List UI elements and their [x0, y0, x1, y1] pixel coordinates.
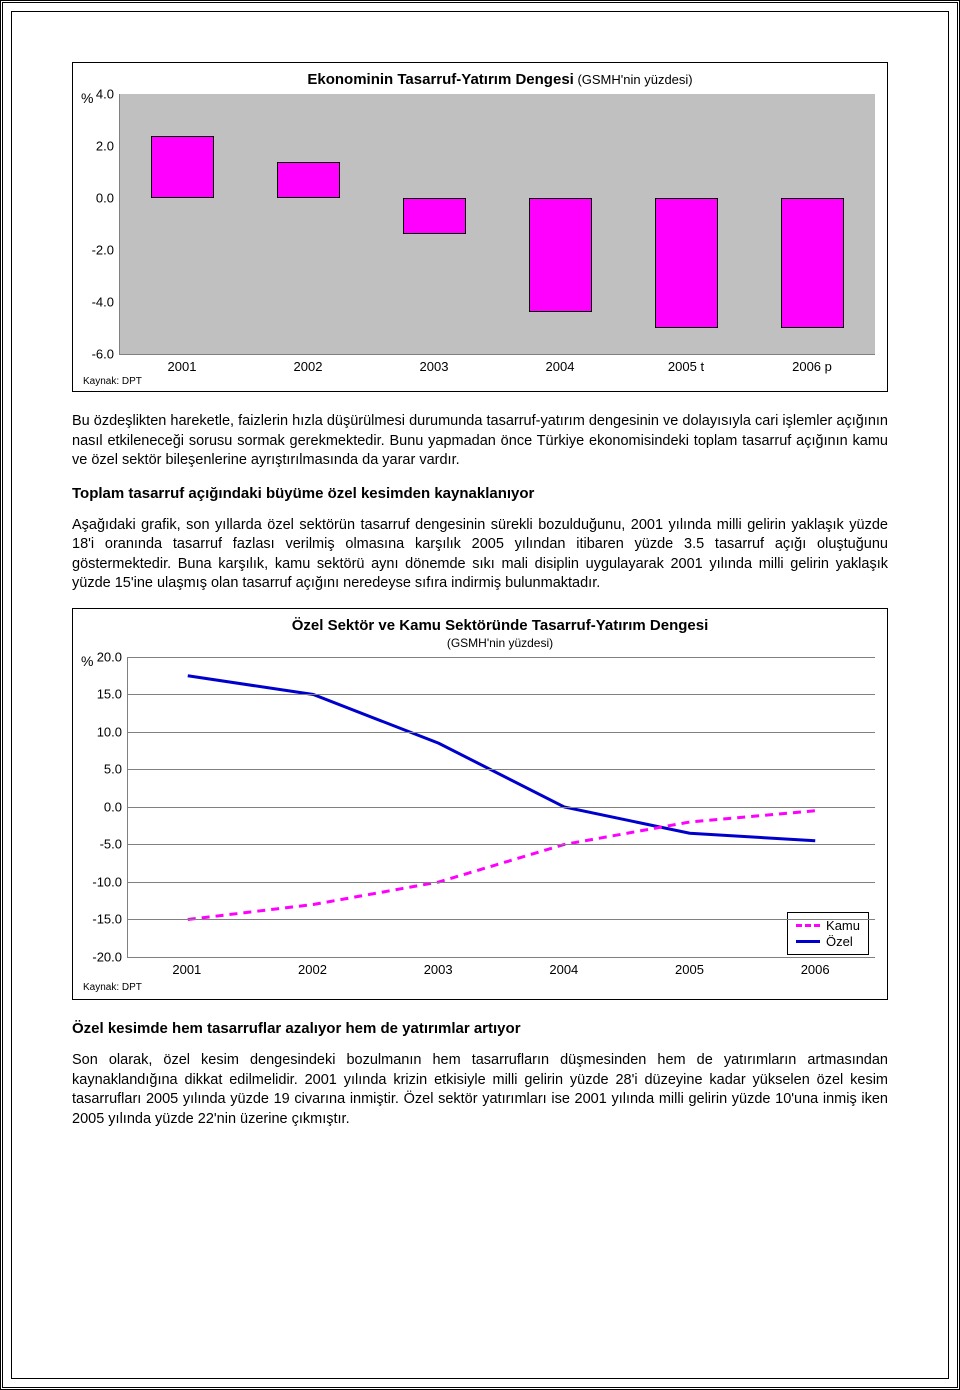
chart2-x-tick-label: 2003	[424, 962, 453, 977]
chart2-x-tick-label: 2005	[675, 962, 704, 977]
chart1-y-tick-label: -4.0	[92, 295, 114, 310]
chart2-series-ozel	[188, 676, 815, 841]
chart2-x-tick-label: 2001	[172, 962, 201, 977]
chart2-y-tick-label: 0.0	[104, 799, 122, 814]
chart1-bar	[403, 198, 466, 234]
chart1-percent-symbol: %	[81, 90, 93, 106]
chart2-gridline	[128, 694, 875, 695]
chart1-title-normal: (GSMH'nin yüzdesi)	[574, 72, 693, 87]
chart2-legend-row-ozel: Özel	[796, 934, 860, 949]
chart2-x-tick-label: 2004	[549, 962, 578, 977]
page-frame-inner: Ekonominin Tasarruf-Yatırım Dengesi (GSM…	[11, 11, 949, 1379]
chart2-y-tick-label: 5.0	[104, 762, 122, 777]
chart2-y-tick-label: -15.0	[92, 912, 122, 927]
chart2-gridline	[128, 769, 875, 770]
chart2-legend-label: Özel	[826, 934, 853, 949]
chart1-title: Ekonominin Tasarruf-Yatırım Dengesi (GSM…	[79, 71, 881, 88]
chart1-x-tick-label: 2001	[119, 359, 245, 374]
chart2-percent-symbol: %	[81, 653, 93, 669]
chart2-x-tick-label: 2002	[298, 962, 327, 977]
chart1-title-bold: Ekonominin Tasarruf-Yatırım Dengesi	[307, 71, 573, 88]
chart2-gridline	[128, 657, 875, 658]
chart2-x-labels: 2001 2002 2003 2004 2005 2006	[127, 962, 875, 980]
chart1-x-tick-label: 2002	[245, 359, 371, 374]
chart1-x-tick-label: 2003	[371, 359, 497, 374]
chart2-gridline	[128, 844, 875, 845]
chart2-gridline	[128, 919, 875, 920]
chart1-x-tick-label: 2005 t	[623, 359, 749, 374]
chart2-y-tick-label: -10.0	[92, 874, 122, 889]
chart1-plot-wrap: % 4.02.00.0-2.0-4.0-6.0 2001200220032004…	[119, 94, 875, 374]
chart1-x-tick-label: 2004	[497, 359, 623, 374]
chart1-y-tick-label: 2.0	[96, 139, 114, 154]
chart1-bar	[151, 136, 214, 198]
chart2-y-tick-label: 15.0	[97, 687, 122, 702]
chart2-y-tick-label: 20.0	[97, 649, 122, 664]
section-heading-1: Toplam tasarruf açığındaki büyüme özel k…	[72, 485, 888, 502]
chart1-plot-area: 4.02.00.0-2.0-4.0-6.0	[119, 94, 875, 355]
chart2-legend: KamuÖzel	[787, 912, 869, 955]
chart2-title-bold: Özel Sektör ve Kamu Sektöründe Tasarruf-…	[292, 617, 709, 634]
chart-savings-investment-balance: Ekonominin Tasarruf-Yatırım Dengesi (GSM…	[72, 62, 888, 392]
chart1-y-tick-label: 4.0	[96, 87, 114, 102]
chart2-legend-swatch	[796, 940, 820, 943]
chart2-gridline	[128, 882, 875, 883]
chart1-y-tick-label: 0.0	[96, 191, 114, 206]
chart2-y-tick-label: 10.0	[97, 724, 122, 739]
chart2-title: Özel Sektör ve Kamu Sektöründe Tasarruf-…	[79, 617, 881, 651]
chart2-y-tick-label: -20.0	[92, 949, 122, 964]
chart-private-public-savings: Özel Sektör ve Kamu Sektöründe Tasarruf-…	[72, 608, 888, 1000]
chart2-source: Kaynak: DPT	[83, 982, 881, 993]
paragraph-2: Aşağıdaki grafik, son yıllarda özel sekt…	[72, 516, 888, 594]
chart1-x-labels: 20012002200320042005 t2006 p	[119, 359, 875, 374]
chart2-x-tick-label: 2006	[801, 962, 830, 977]
chart1-bar	[529, 198, 592, 312]
chart1-bar	[277, 162, 340, 198]
chart1-y-tick-label: -2.0	[92, 243, 114, 258]
chart2-plot-area: KamuÖzel 20.015.010.05.00.0-5.0-10.0-15.…	[127, 657, 875, 958]
chart2-subtitle: (GSMH'nin yüzdesi)	[447, 636, 553, 650]
chart2-y-tick-label: -5.0	[100, 837, 122, 852]
chart1-bar	[781, 198, 844, 328]
chart1-x-tick-label: 2006 p	[749, 359, 875, 374]
chart2-gridline	[128, 732, 875, 733]
paragraph-3: Son olarak, özel kesim dengesindeki bozu…	[72, 1051, 888, 1129]
chart1-source: Kaynak: DPT	[83, 376, 881, 387]
chart1-y-tick-label: -6.0	[92, 347, 114, 362]
chart1-bar	[655, 198, 718, 328]
chart2-series-kamu	[188, 811, 815, 920]
chart2-gridline	[128, 807, 875, 808]
section-heading-2: Özel kesimde hem tasarruflar azalıyor he…	[72, 1020, 888, 1037]
paragraph-1: Bu özdeşlikten hareketle, faizlerin hızl…	[72, 412, 888, 471]
chart2-legend-swatch	[796, 924, 820, 927]
chart2-plot-wrap: % KamuÖzel 20.015.010.05.00.0-5.0-10.0-1…	[127, 657, 875, 980]
page-frame-outer: Ekonominin Tasarruf-Yatırım Dengesi (GSM…	[0, 0, 960, 1390]
